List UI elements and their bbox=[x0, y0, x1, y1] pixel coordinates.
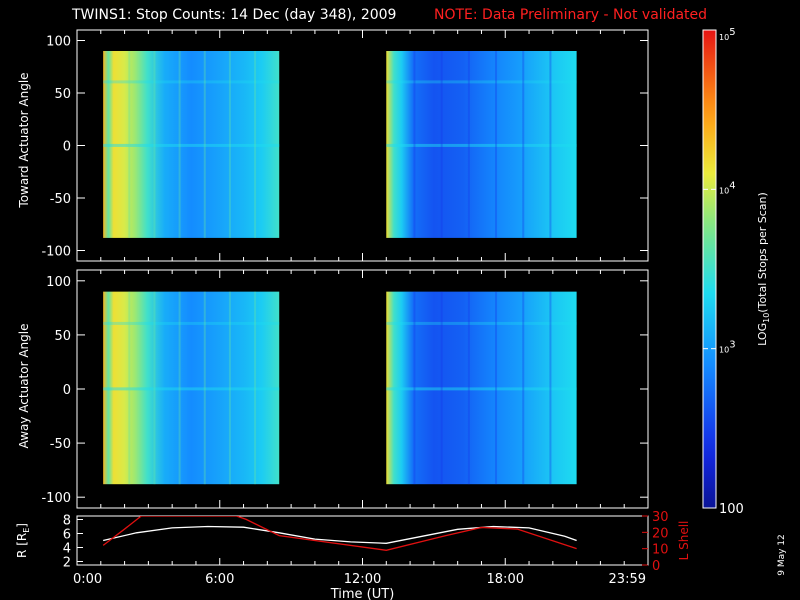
y-tick-label: 0 bbox=[63, 140, 71, 155]
vertical-streak bbox=[178, 291, 181, 485]
x-tick-label: 6:00 bbox=[205, 572, 234, 587]
angle-band bbox=[386, 80, 577, 84]
colorbar-tick-label-low: 103 bbox=[719, 340, 736, 355]
y-tick-label: -100 bbox=[41, 245, 71, 260]
vertical-streak bbox=[549, 51, 552, 238]
zero-angle-band bbox=[386, 387, 577, 391]
colorbar-tick-label-top: 105 bbox=[719, 27, 736, 42]
lshell-y-tick-label: 0 bbox=[652, 559, 660, 574]
r-series-line bbox=[103, 525, 577, 544]
vertical-streak bbox=[203, 51, 206, 238]
vertical-streak bbox=[440, 291, 443, 485]
vertical-streak bbox=[413, 291, 416, 485]
vertical-streak bbox=[467, 51, 470, 238]
vertical-streak bbox=[128, 51, 131, 238]
y-tick-label: 100 bbox=[46, 275, 71, 290]
chart-title: TWINS1: Stop Counts: 14 Dec (day 348), 2… bbox=[72, 7, 397, 23]
r-y-tick-label: 4 bbox=[63, 542, 71, 557]
angle-band bbox=[386, 321, 577, 325]
y-tick-label: -50 bbox=[50, 437, 71, 452]
angle-band bbox=[103, 321, 280, 325]
vertical-streak bbox=[467, 291, 470, 485]
x-tick-label: 23:59 bbox=[609, 572, 646, 587]
vertical-streak bbox=[153, 291, 156, 485]
y-tick-label: 50 bbox=[54, 329, 71, 344]
vertical-streak bbox=[254, 291, 257, 485]
x-axis-label: Time (UT) bbox=[330, 587, 395, 600]
bottom-panel-ylabel: Away Actuator Angle bbox=[17, 323, 31, 449]
vertical-streak bbox=[228, 51, 231, 238]
colorbar-tick-label-mid: 104 bbox=[719, 180, 736, 195]
x-tick-label: 18:00 bbox=[487, 572, 524, 587]
y-tick-label: 0 bbox=[63, 383, 71, 398]
x-tick-label: 0:00 bbox=[73, 572, 102, 587]
r-y-tick-label: 6 bbox=[63, 528, 71, 543]
y-tick-label: -50 bbox=[50, 192, 71, 207]
vertical-streak bbox=[495, 51, 498, 238]
angle-band bbox=[103, 80, 280, 84]
vertical-streak bbox=[203, 291, 206, 485]
colorbar-tick-label-bottom: 100 bbox=[719, 502, 744, 517]
vertical-streak bbox=[153, 51, 156, 238]
zero-angle-band bbox=[103, 387, 280, 391]
preliminary-note: NOTE: Data Preliminary - Not validated bbox=[434, 7, 708, 23]
r-axis-label: R [RE] bbox=[15, 523, 31, 558]
vertical-streak bbox=[440, 51, 443, 238]
vertical-streak bbox=[522, 51, 525, 238]
r-y-tick-label: 8 bbox=[63, 514, 71, 529]
zero-angle-band bbox=[103, 143, 280, 147]
y-tick-label: 100 bbox=[46, 35, 71, 50]
vertical-streak bbox=[128, 291, 131, 485]
vertical-streak bbox=[495, 291, 498, 485]
lshell-y-tick-label: 20 bbox=[652, 526, 669, 541]
y-tick-label: -100 bbox=[41, 491, 71, 506]
date-stamp: 9 May 12 bbox=[777, 534, 787, 576]
y-tick-label: 50 bbox=[54, 87, 71, 102]
lshell-y-tick-label: 30 bbox=[652, 510, 669, 525]
lshell-y-tick-label: 10 bbox=[652, 543, 669, 558]
colorbar bbox=[702, 29, 717, 509]
vertical-streak bbox=[522, 291, 525, 485]
vertical-streak bbox=[549, 291, 552, 485]
zero-angle-band bbox=[386, 143, 577, 147]
lshell-series-line bbox=[102, 516, 577, 551]
colorbar-label: LOG10(Total Stops per Scan) bbox=[756, 192, 771, 346]
lshell-axis-label: L Shell bbox=[677, 521, 691, 561]
vertical-streak bbox=[413, 51, 416, 238]
x-tick-label: 12:00 bbox=[344, 572, 381, 587]
vertical-streak bbox=[178, 51, 181, 238]
vertical-streak bbox=[254, 51, 257, 238]
top-panel-ylabel: Toward Actuator Angle bbox=[17, 72, 31, 208]
line-panel-frame bbox=[76, 515, 649, 566]
r-y-tick-label: 2 bbox=[63, 556, 71, 571]
vertical-streak bbox=[228, 291, 231, 485]
